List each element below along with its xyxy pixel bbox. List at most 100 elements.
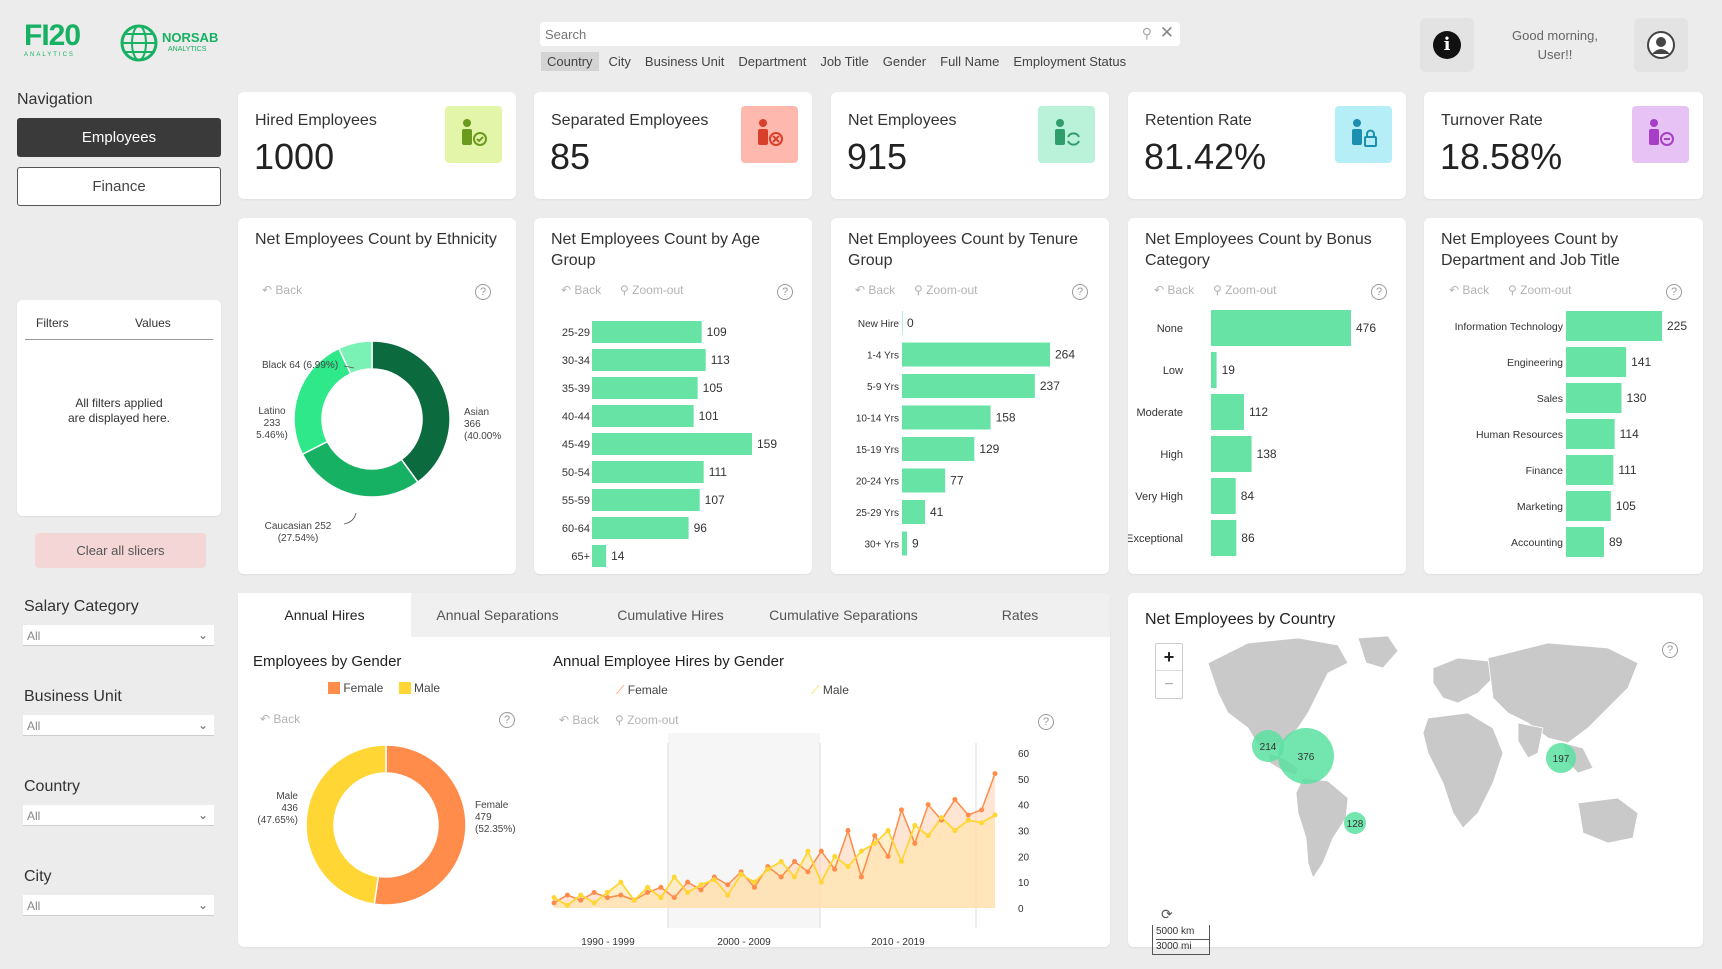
- filters-column-label: Filters: [36, 316, 69, 330]
- female-point: [845, 828, 851, 833]
- help-icon[interactable]: ?: [1666, 284, 1682, 300]
- map-title: Net Employees by Country: [1145, 611, 1336, 628]
- value-label: 84: [1241, 489, 1255, 503]
- zoom-out-button[interactable]: ⚲ Zoom-out: [1508, 283, 1572, 297]
- y-tick-label: 0: [1018, 904, 1024, 915]
- help-icon[interactable]: ?: [777, 284, 793, 300]
- male-point: [578, 892, 584, 898]
- female-point: [912, 840, 918, 846]
- y-tick-label: 40: [1018, 801, 1030, 812]
- nav-finance-button[interactable]: Finance: [17, 167, 221, 206]
- reset-map-icon[interactable]: ⟳: [1161, 906, 1173, 922]
- male-point: [631, 897, 637, 903]
- tab-annual-hires[interactable]: Annual Hires: [238, 593, 411, 637]
- nav-employees-button[interactable]: Employees: [17, 118, 221, 157]
- clear-slicers-button[interactable]: Clear all slicers: [35, 533, 206, 568]
- category-label: New Hire: [858, 319, 900, 330]
- category-label: Sales: [1537, 393, 1563, 405]
- label-male: 436: [281, 803, 298, 814]
- info-button[interactable]: i: [1420, 18, 1474, 72]
- tab-cumulative-hires[interactable]: Cumulative Hires: [617, 607, 724, 623]
- chip-country[interactable]: Country: [541, 52, 599, 71]
- avatar-button[interactable]: [1634, 18, 1688, 72]
- male-point: [711, 877, 717, 883]
- chip-business-unit[interactable]: Business Unit: [644, 54, 725, 69]
- chip-gender[interactable]: Gender: [882, 54, 927, 69]
- business-unit-label: Business Unit: [24, 688, 122, 705]
- back-icon: ↶: [559, 713, 570, 727]
- female-point: [618, 892, 624, 898]
- label-asian: (40.00%: [464, 431, 501, 442]
- back-button[interactable]: ↶ Back: [559, 713, 599, 727]
- search-bar[interactable]: ⚲ ✕: [540, 22, 1180, 46]
- help-icon[interactable]: ?: [499, 712, 515, 728]
- country-dropdown[interactable]: All ⌄: [23, 805, 214, 826]
- filters-header: Filters Values: [25, 316, 213, 340]
- zoom-in-button[interactable]: +: [1156, 644, 1182, 671]
- country-bubble[interactable]: [1278, 728, 1334, 784]
- male-point: [551, 895, 557, 901]
- chip-job-title[interactable]: Job Title: [820, 54, 869, 69]
- category-label: 15-19 Yrs: [856, 445, 899, 456]
- zoom-out-button[interactable]: −: [1164, 676, 1174, 693]
- tab-cumulative-separations[interactable]: Cumulative Separations: [769, 607, 918, 623]
- search-input[interactable]: [540, 22, 1120, 46]
- zoom-out-icon: ⚲: [914, 283, 923, 297]
- close-icon[interactable]: ✕: [1159, 23, 1174, 42]
- australia-shape: [1577, 797, 1639, 844]
- back-button[interactable]: ↶ Back: [262, 283, 302, 297]
- back-button[interactable]: ↶ Back: [1154, 283, 1194, 297]
- chevron-down-icon: ⌄: [197, 628, 208, 642]
- value-label: 41: [930, 505, 944, 519]
- salary-category-dropdown[interactable]: All ⌄: [23, 625, 214, 646]
- help-icon[interactable]: ?: [1662, 642, 1678, 658]
- back-button[interactable]: ↶ Back: [561, 283, 601, 297]
- value-label: 107: [705, 493, 725, 507]
- help-icon[interactable]: ?: [1072, 284, 1088, 300]
- country-bubble[interactable]: [1252, 730, 1284, 762]
- tab-rates[interactable]: Rates: [1001, 607, 1039, 623]
- value-label: 101: [699, 409, 719, 423]
- kpi-separated-title: Separated Employees: [551, 112, 709, 129]
- female-point: [778, 874, 784, 880]
- tenure-bar-chart: New Hire 0 1-4 Yrs 264 5-9 Yrs 237 10-14 Yrs 15…: [856, 311, 1075, 556]
- help-icon[interactable]: ?: [1371, 284, 1387, 300]
- chip-full-name[interactable]: Full Name: [940, 54, 1000, 69]
- fi20-logo: FI20 ANALYTICS: [24, 20, 88, 62]
- zoom-out-button[interactable]: ⚲ Zoom-out: [1213, 283, 1277, 297]
- back-button[interactable]: ↶ Back: [1449, 283, 1489, 297]
- value-label: 105: [703, 381, 723, 395]
- back-label: Back: [1167, 283, 1195, 297]
- zoom-out-button[interactable]: ⚲ Zoom-out: [914, 283, 978, 297]
- country-bubble[interactable]: [1546, 743, 1576, 773]
- search-icon[interactable]: ⚲: [1141, 25, 1152, 41]
- help-icon[interactable]: ?: [475, 284, 491, 300]
- male-point: [725, 892, 731, 898]
- label-male: Male: [276, 791, 298, 802]
- category-label: 65+: [571, 551, 590, 563]
- tenure-chart-title: Net Employees Count by Tenure Group: [848, 231, 1079, 269]
- chip-department[interactable]: Department: [738, 54, 807, 69]
- south-asia-shape: [1517, 722, 1544, 759]
- tab-annual-separations[interactable]: Annual Separations: [436, 607, 559, 623]
- label-latino: Latino: [258, 406, 286, 417]
- ethnicity-slice-black: [337, 340, 373, 375]
- tab-bar: Annual Hires Annual Separations Cumulati…: [238, 593, 1110, 637]
- city-dropdown[interactable]: All ⌄: [23, 895, 214, 916]
- value-label: 130: [1626, 391, 1646, 405]
- chip-city[interactable]: City: [608, 54, 631, 69]
- zoom-out-button[interactable]: ⚲ Zoom-out: [620, 283, 684, 297]
- category-label: 60-64: [562, 523, 590, 535]
- category-label: Low: [1163, 365, 1183, 377]
- business-unit-dropdown[interactable]: All ⌄: [23, 715, 214, 736]
- category-label: Engineering: [1507, 357, 1563, 369]
- chip-employment-status[interactable]: Employment Status: [1013, 54, 1127, 69]
- back-button[interactable]: ↶ Back: [260, 712, 300, 726]
- male-point: [898, 859, 904, 864]
- help-icon[interactable]: ?: [1038, 714, 1054, 730]
- back-button[interactable]: ↶ Back: [855, 283, 895, 297]
- country-bubble[interactable]: [1344, 812, 1366, 834]
- value-label: 114: [1620, 427, 1639, 441]
- zoom-out-button[interactable]: ⚲ Zoom-out: [615, 713, 679, 727]
- ethnicity-slice-caucasian: [301, 440, 419, 498]
